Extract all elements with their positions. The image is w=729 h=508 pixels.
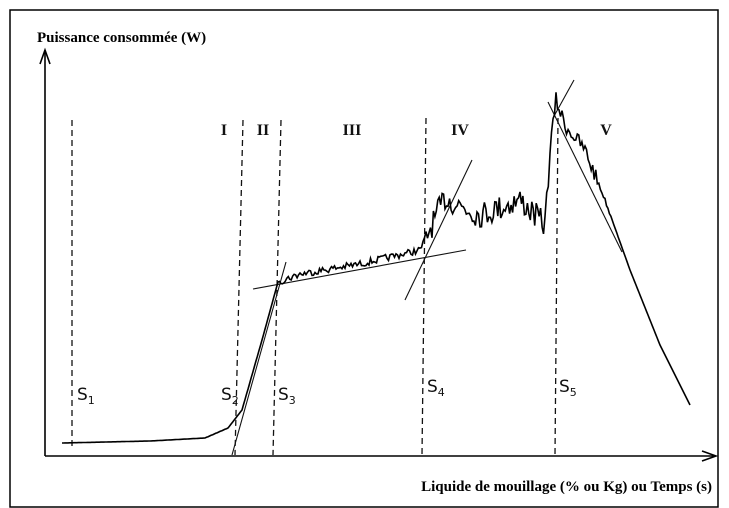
dashed-line	[554, 117, 559, 456]
power-curve	[62, 92, 691, 444]
tangent	[231, 261, 287, 456]
tangent	[552, 79, 575, 119]
tangent	[252, 249, 467, 290]
threshold-lines	[71, 117, 559, 456]
region-label: III	[343, 122, 362, 139]
y-axis-arrow	[39, 47, 51, 65]
tangents	[231, 79, 623, 456]
threshold-label: S5	[559, 377, 577, 399]
region-label: V	[600, 122, 612, 139]
region-label: I	[221, 122, 227, 139]
region-label: IV	[451, 122, 469, 139]
dashed-line	[421, 117, 427, 456]
x-axis-label: Liquide de mouillage (% ou Kg) ou Temps …	[421, 479, 712, 495]
threshold-symbol: S	[559, 377, 570, 397]
y-axis-label: Puissance consommée (W)	[37, 30, 206, 46]
threshold-subscript: 5	[570, 386, 577, 399]
threshold-symbol: S	[77, 385, 88, 405]
dashed-line	[234, 119, 244, 456]
threshold-subscript: 2	[232, 394, 239, 407]
tangent	[404, 159, 473, 301]
threshold-symbol: S	[427, 377, 438, 397]
frame	[9, 9, 719, 508]
threshold-label: S3	[278, 385, 296, 407]
threshold-label: S2	[221, 385, 239, 407]
threshold-symbol: S	[221, 385, 232, 405]
threshold-label: S1	[77, 385, 95, 407]
dashed-line	[272, 119, 282, 456]
threshold-subscript: 4	[438, 386, 445, 399]
region-label: II	[257, 122, 269, 139]
threshold-subscript: 3	[289, 394, 296, 407]
x-axis-arrow	[701, 450, 719, 462]
threshold-label: S4	[427, 377, 445, 399]
threshold-subscript: 1	[88, 394, 95, 407]
threshold-symbol: S	[278, 385, 289, 405]
tangent	[547, 101, 623, 253]
